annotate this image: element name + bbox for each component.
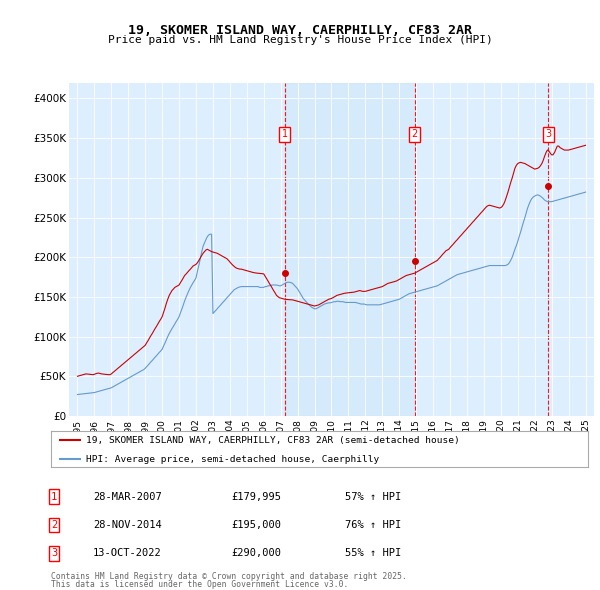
Bar: [285, 83, 415, 416]
Text: £195,000: £195,000: [231, 520, 281, 530]
Text: HPI: Average price, semi-detached house, Caerphilly: HPI: Average price, semi-detached house,…: [86, 455, 379, 464]
Text: 2: 2: [412, 129, 418, 139]
Text: 3: 3: [51, 549, 57, 558]
Text: 3: 3: [545, 129, 551, 139]
Text: 19, SKOMER ISLAND WAY, CAERPHILLY, CF83 2AR: 19, SKOMER ISLAND WAY, CAERPHILLY, CF83 …: [128, 24, 472, 37]
Text: £290,000: £290,000: [231, 549, 281, 558]
Text: 19, SKOMER ISLAND WAY, CAERPHILLY, CF83 2AR (semi-detached house): 19, SKOMER ISLAND WAY, CAERPHILLY, CF83 …: [86, 437, 460, 445]
Text: 28-NOV-2014: 28-NOV-2014: [93, 520, 162, 530]
Text: Contains HM Land Registry data © Crown copyright and database right 2025.: Contains HM Land Registry data © Crown c…: [51, 572, 407, 581]
Text: This data is licensed under the Open Government Licence v3.0.: This data is licensed under the Open Gov…: [51, 579, 349, 589]
Text: 57% ↑ HPI: 57% ↑ HPI: [345, 492, 401, 502]
Text: 1: 1: [51, 492, 57, 502]
Text: 13-OCT-2022: 13-OCT-2022: [93, 549, 162, 558]
Text: £179,995: £179,995: [231, 492, 281, 502]
Text: 2: 2: [51, 520, 57, 530]
Text: Price paid vs. HM Land Registry's House Price Index (HPI): Price paid vs. HM Land Registry's House …: [107, 35, 493, 45]
Text: 1: 1: [281, 129, 288, 139]
Text: 55% ↑ HPI: 55% ↑ HPI: [345, 549, 401, 558]
Text: 28-MAR-2007: 28-MAR-2007: [93, 492, 162, 502]
Text: 76% ↑ HPI: 76% ↑ HPI: [345, 520, 401, 530]
